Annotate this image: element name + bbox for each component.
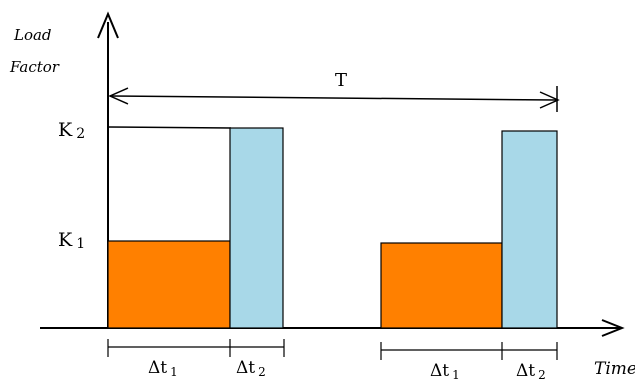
k2-level-line [107,126,232,129]
period-arrow-line [109,95,557,101]
low-load-bar-2 [380,242,503,329]
interval-label-dt2-a: Δt 2 [236,358,266,379]
y-axis-label-line1: Load [13,26,52,44]
x-axis-arrowhead [601,319,625,337]
interval-label-dt1-a: Δt 1 [148,358,178,379]
y-axis-label-line2: Factor [9,58,60,76]
high-load-bar-2 [501,130,558,329]
period-label: T [335,70,347,91]
period-arrow-right-head [539,91,560,109]
interval-label-dt1-b: Δt 1 [430,361,460,381]
period-arrow-left-head [108,87,129,105]
low-load-bar-1 [107,240,231,329]
interval-label-dt2-b: Δt 2 [516,361,546,381]
high-load-bar-1 [229,127,284,329]
y-axis-arrowhead [97,11,119,39]
x-axis-label: Time [594,359,635,379]
